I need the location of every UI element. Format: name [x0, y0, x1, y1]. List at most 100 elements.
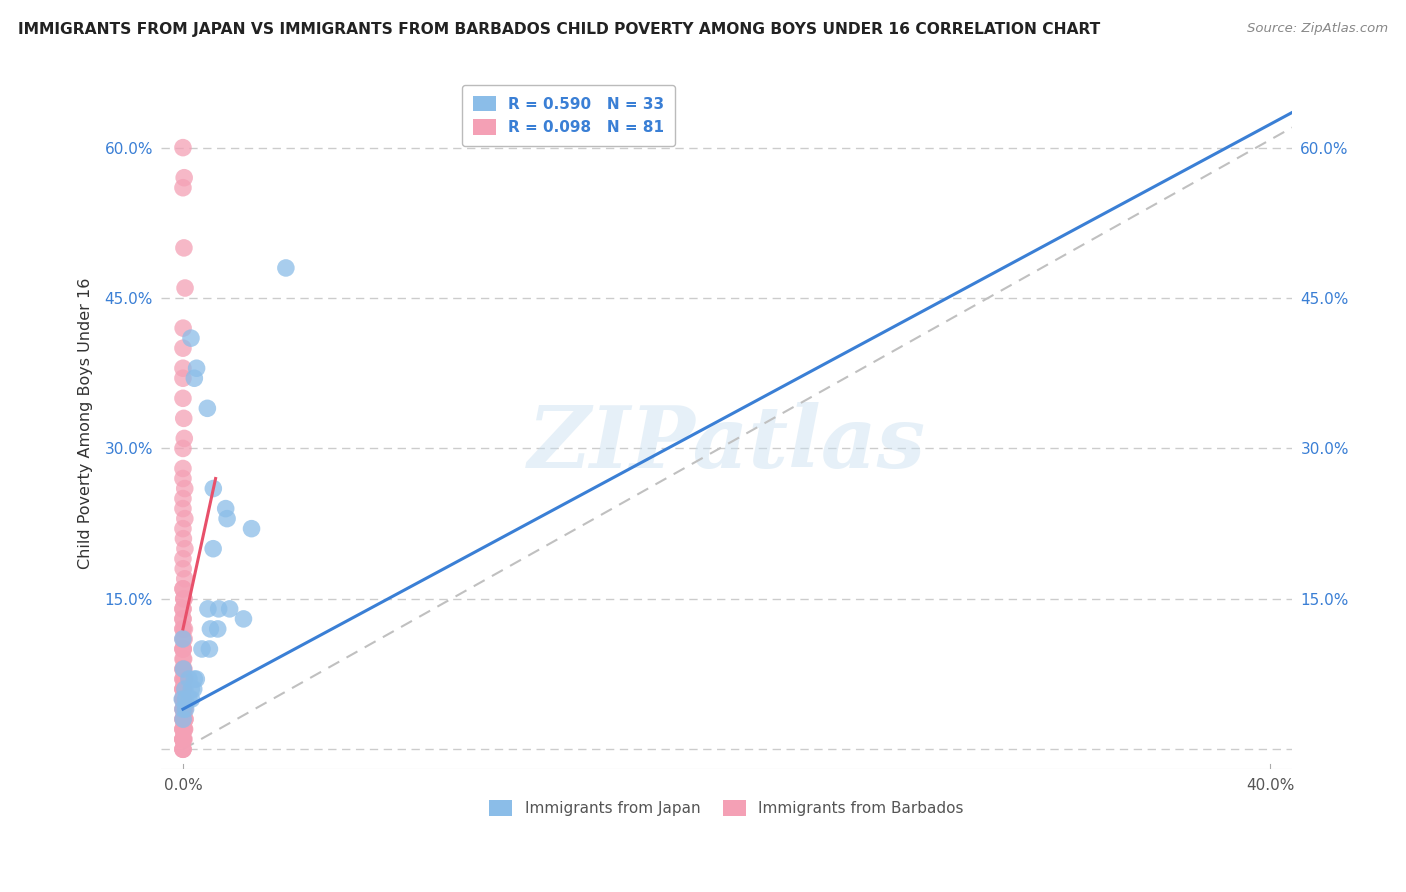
Point: [172, 662, 194, 676]
Point: [173, 672, 195, 686]
Point: [172, 702, 194, 716]
Point: [173, 170, 195, 185]
Point: [240, 522, 263, 536]
Point: [172, 732, 194, 747]
Point: [183, 371, 205, 385]
Point: [174, 541, 197, 556]
Point: [173, 722, 195, 736]
Point: [173, 241, 195, 255]
Point: [172, 732, 194, 747]
Point: [215, 501, 238, 516]
Point: [172, 602, 194, 616]
Point: [232, 612, 254, 626]
Point: [172, 532, 194, 546]
Point: [208, 602, 231, 616]
Point: [172, 662, 194, 676]
Point: [172, 491, 194, 506]
Point: [172, 682, 194, 697]
Text: Source: ZipAtlas.com: Source: ZipAtlas.com: [1247, 22, 1388, 36]
Point: [172, 692, 194, 706]
Point: [172, 702, 194, 716]
Point: [172, 180, 194, 194]
Point: [172, 672, 194, 686]
Point: [172, 141, 194, 155]
Text: IMMIGRANTS FROM JAPAN VS IMMIGRANTS FROM BARBADOS CHILD POVERTY AMONG BOYS UNDER: IMMIGRANTS FROM JAPAN VS IMMIGRANTS FROM…: [18, 22, 1101, 37]
Point: [173, 622, 195, 636]
Point: [172, 742, 194, 756]
Point: [174, 702, 197, 716]
Point: [172, 361, 194, 376]
Point: [172, 602, 194, 616]
Point: [172, 632, 194, 646]
Point: [172, 612, 194, 626]
Point: [172, 471, 194, 485]
Point: [207, 622, 229, 636]
Point: [174, 692, 197, 706]
Point: [173, 672, 195, 686]
Point: [172, 692, 194, 706]
Point: [172, 692, 194, 706]
Point: [174, 702, 197, 716]
Point: [177, 692, 200, 706]
Point: [174, 712, 197, 726]
Point: [172, 702, 194, 716]
Point: [172, 712, 194, 726]
Point: [177, 672, 200, 686]
Point: [173, 511, 195, 525]
Point: [173, 702, 195, 716]
Point: [172, 682, 194, 697]
Point: [173, 662, 195, 676]
Point: [172, 652, 194, 666]
Point: [172, 732, 194, 747]
Point: [172, 582, 194, 596]
Point: [172, 321, 194, 335]
Point: [218, 602, 240, 616]
Point: [174, 281, 197, 295]
Point: [173, 732, 195, 747]
Point: [172, 662, 194, 676]
Point: [172, 712, 194, 726]
Point: [173, 722, 195, 736]
Point: [172, 612, 194, 626]
Point: [202, 541, 225, 556]
Point: [172, 672, 194, 686]
Point: [172, 642, 194, 657]
Point: [183, 672, 205, 686]
Point: [274, 260, 297, 275]
Point: [172, 722, 194, 736]
Point: [172, 712, 194, 726]
Point: [191, 642, 214, 657]
Point: [172, 392, 194, 406]
Point: [173, 431, 195, 445]
Point: [195, 401, 218, 416]
Point: [173, 591, 195, 606]
Point: [173, 702, 195, 716]
Point: [173, 632, 195, 646]
Point: [172, 642, 194, 657]
Point: [217, 511, 239, 525]
Point: [172, 582, 194, 596]
Point: [172, 442, 194, 456]
Point: [174, 712, 197, 726]
Point: [173, 692, 195, 706]
Y-axis label: Child Poverty Among Boys Under 16: Child Poverty Among Boys Under 16: [79, 277, 93, 569]
Point: [172, 551, 194, 566]
Point: [173, 682, 195, 697]
Point: [173, 682, 195, 697]
Point: [172, 371, 194, 385]
Point: [172, 461, 194, 475]
Point: [172, 682, 194, 697]
Point: [172, 522, 194, 536]
Point: [180, 692, 202, 706]
Point: [197, 602, 219, 616]
Point: [172, 622, 194, 636]
Point: [198, 642, 221, 657]
Point: [180, 682, 202, 697]
Point: [183, 682, 205, 697]
Point: [172, 712, 194, 726]
Point: [200, 622, 222, 636]
Point: [173, 591, 195, 606]
Point: [172, 562, 194, 576]
Legend: Immigrants from Japan, Immigrants from Barbados: Immigrants from Japan, Immigrants from B…: [482, 793, 972, 824]
Point: [173, 482, 195, 496]
